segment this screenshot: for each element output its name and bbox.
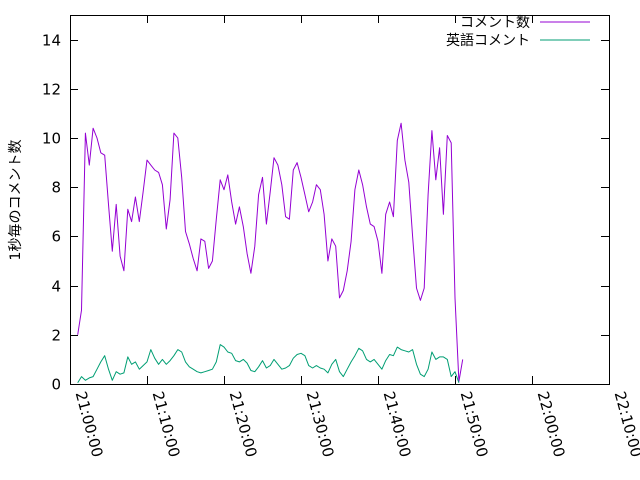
y-tick-label: 10 <box>42 130 61 148</box>
y-axis-label: 1秒毎のコメント数 <box>8 140 24 261</box>
series-line-english-comments <box>77 344 460 384</box>
series-layer <box>77 122 464 384</box>
y-tick-label: 0 <box>51 376 61 394</box>
legend: コメント数 英語コメント <box>446 15 590 49</box>
plot-frame <box>70 15 610 385</box>
y-tick-label: 12 <box>42 81 61 99</box>
y-tick-label: 4 <box>51 278 61 296</box>
y-tick-label: 8 <box>51 179 61 197</box>
y-tick-label: 14 <box>42 32 61 50</box>
legend-label-english-comments: 英語コメント <box>446 32 530 49</box>
y-tick-label: 2 <box>51 327 61 345</box>
legend-label-comments: コメント数 <box>460 15 530 31</box>
series-line-comments <box>77 122 464 382</box>
y-tick-label: 6 <box>51 228 61 246</box>
